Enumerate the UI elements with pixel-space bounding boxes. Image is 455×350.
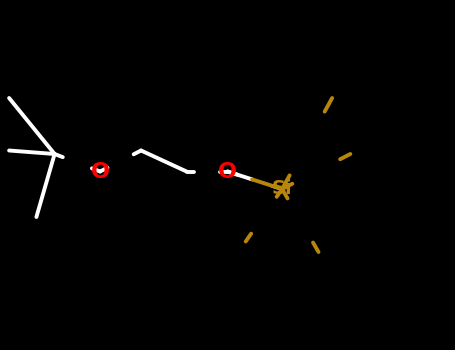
Text: O: O	[91, 161, 110, 182]
Text: Si: Si	[272, 180, 293, 198]
Text: O: O	[218, 161, 237, 182]
